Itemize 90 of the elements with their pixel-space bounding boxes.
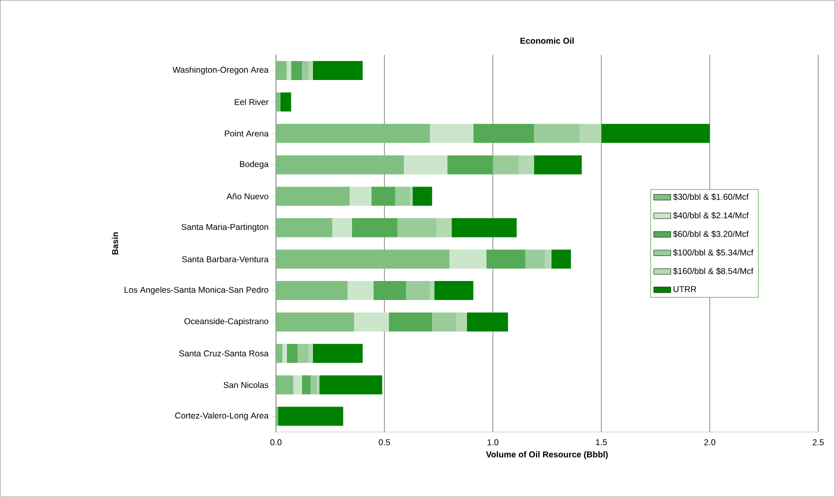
bar xyxy=(312,344,363,363)
bar xyxy=(525,250,545,269)
bar xyxy=(276,155,404,174)
bar xyxy=(276,375,294,394)
bar xyxy=(312,61,363,80)
bar xyxy=(452,218,517,238)
bar xyxy=(319,375,382,394)
bar xyxy=(276,312,354,332)
y-tick-label: Eel River xyxy=(234,98,268,106)
bar xyxy=(473,124,534,143)
bar xyxy=(447,155,493,174)
bar xyxy=(350,186,372,206)
bar xyxy=(580,124,602,143)
chart-title: Economic Oil xyxy=(520,38,574,44)
bar xyxy=(348,281,374,300)
bar xyxy=(282,344,287,363)
x-tick-label: 1.5 xyxy=(596,439,607,446)
bar xyxy=(466,312,508,332)
x-tick-label: 2.0 xyxy=(704,439,716,446)
x-tick-label: 0.0 xyxy=(270,439,282,446)
bar xyxy=(434,281,474,300)
bar xyxy=(286,61,292,80)
bar xyxy=(430,124,474,143)
y-tick-label: Los Angeles-Santa Monica-San Pedro xyxy=(124,286,268,295)
legend-label: $100/bbl & $5.34/Mcf xyxy=(673,249,754,256)
bar xyxy=(436,218,452,238)
bar xyxy=(430,281,434,300)
bar xyxy=(486,250,526,269)
bar xyxy=(432,312,456,332)
x-axis-title: Volume of Oil Resource (Bbbl) xyxy=(486,451,608,460)
bar xyxy=(276,281,348,300)
bar xyxy=(276,218,332,238)
bar xyxy=(388,312,432,332)
bar xyxy=(308,344,313,363)
bar xyxy=(492,155,519,174)
bar xyxy=(276,406,278,426)
bar xyxy=(518,155,534,174)
y-tick-label: Cortez-Valero-Long Area xyxy=(175,412,269,420)
bar xyxy=(551,250,571,269)
bar xyxy=(534,155,582,174)
bar xyxy=(406,281,430,300)
legend-label: UTRR xyxy=(674,286,696,292)
bar xyxy=(332,218,352,238)
bar xyxy=(286,344,298,363)
legend-label: $60/bbl & $3.20/Mcf xyxy=(673,230,749,238)
bar xyxy=(410,186,413,206)
bar xyxy=(276,250,450,269)
bar xyxy=(276,186,350,206)
bar xyxy=(395,186,410,206)
bar xyxy=(397,218,436,238)
bar xyxy=(280,92,292,112)
x-tick-label: 0.5 xyxy=(378,439,390,446)
bar xyxy=(544,250,552,269)
legend-label: $30/bbl & $1.60/Mcf xyxy=(673,194,749,200)
y-tick-label: San Nicolas xyxy=(224,382,268,388)
bar xyxy=(291,61,302,80)
bar xyxy=(412,186,432,206)
y-tick-label: Washington-Oregon Area xyxy=(172,66,269,75)
bar xyxy=(354,312,389,332)
x-tick-label: 1.0 xyxy=(488,439,498,446)
bar xyxy=(293,375,302,394)
x-tick-label: 2.5 xyxy=(812,439,824,446)
bar xyxy=(371,186,396,206)
bar xyxy=(308,61,313,80)
y-axis-title: Basin xyxy=(112,232,118,255)
bar xyxy=(374,281,406,300)
y-tick-label: Año Nuevo xyxy=(226,193,268,200)
y-tick-label: Point Arena xyxy=(224,130,269,137)
bar xyxy=(276,61,287,80)
bar xyxy=(298,344,308,363)
bar xyxy=(278,406,344,426)
bar xyxy=(276,92,280,112)
bar xyxy=(302,375,311,394)
bar xyxy=(449,250,486,269)
bar xyxy=(302,61,308,80)
y-tick-label: Santa Maria-Partington xyxy=(182,224,268,232)
bar xyxy=(352,218,398,238)
bar xyxy=(456,312,467,332)
legend-label: $160/bbl & $8.54/Mcf xyxy=(673,268,754,275)
y-tick-label: Oceanside-Capistrano xyxy=(184,318,268,326)
legend-label: $40/bbl & $2.14/Mcf xyxy=(673,212,749,219)
y-tick-label: Santa Barbara-Ventura xyxy=(182,256,269,262)
bar xyxy=(276,124,430,143)
bar xyxy=(310,375,318,394)
y-tick-label: Bodega xyxy=(240,160,269,169)
y-tick-label: Santa Cruz-Santa Rosa xyxy=(179,350,269,357)
bar xyxy=(404,155,448,174)
bar xyxy=(276,344,282,363)
bar xyxy=(534,124,580,143)
bar xyxy=(601,124,710,143)
